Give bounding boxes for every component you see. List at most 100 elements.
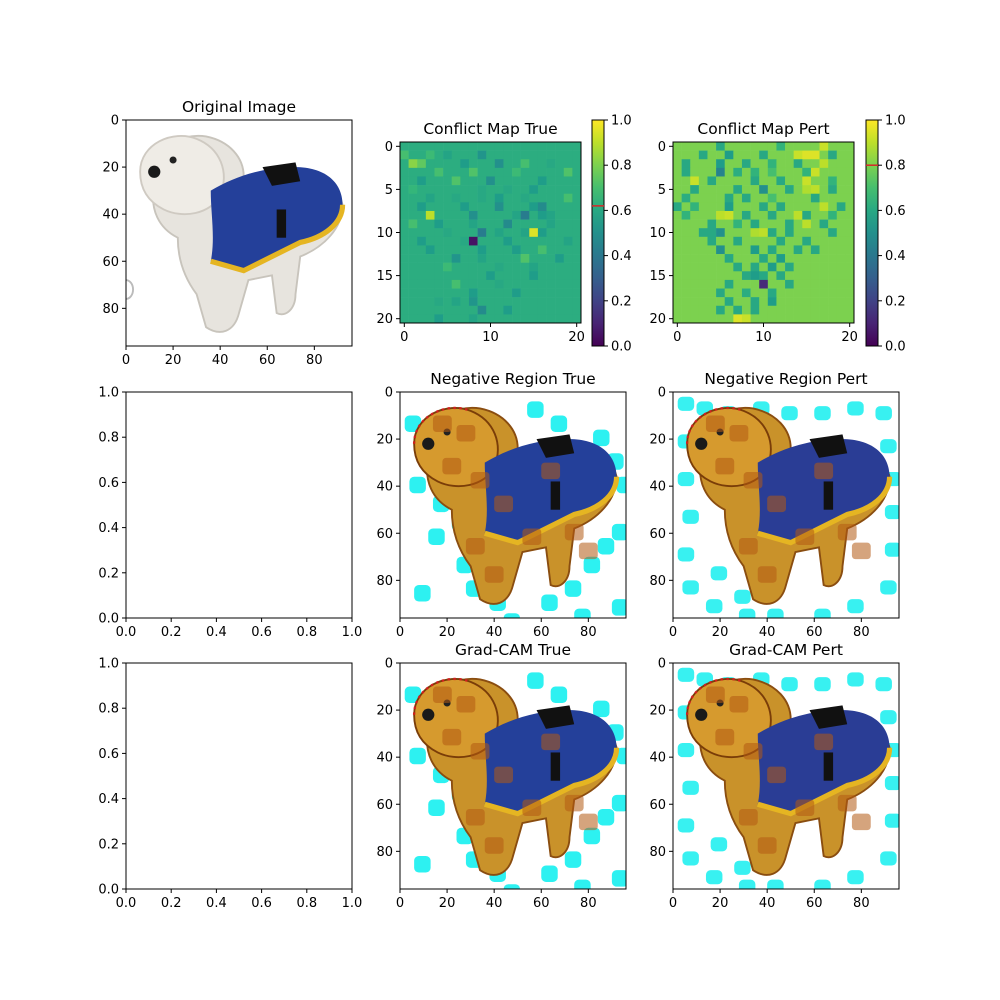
heatmap-cell	[673, 245, 682, 255]
heatmap-cell	[572, 185, 582, 195]
heatmap-cell	[733, 271, 743, 281]
heatmap-cell	[400, 159, 409, 169]
heatmap-cell	[546, 202, 556, 212]
heatmap-cell	[724, 262, 734, 272]
heatmap-cell	[460, 219, 470, 229]
y-tick-label: 20	[102, 161, 119, 176]
y-tick-label: 80	[649, 845, 666, 860]
heatmap-cell	[776, 219, 786, 229]
heatmap-cell	[724, 193, 734, 203]
heatmap-cell	[425, 288, 435, 298]
heatmap-cell	[512, 262, 521, 272]
heatmap-cell	[845, 305, 855, 315]
heatmap-cell	[425, 167, 435, 177]
dog-picture	[404, 672, 626, 889]
heatmap-cell	[690, 193, 700, 203]
heatmap-cell	[673, 219, 682, 229]
heatmap-cell	[690, 228, 700, 238]
heatmap-cell	[529, 228, 539, 238]
x-tick-label: 60	[806, 896, 823, 911]
heatmap-cell	[408, 219, 418, 229]
heatmap-cell	[681, 150, 691, 160]
x-tick-label: 20	[165, 353, 182, 368]
y-tick-label: 20	[376, 704, 393, 719]
heatmap-cell	[503, 142, 513, 151]
heatmap-cell	[724, 305, 734, 315]
heatmap-cell	[707, 271, 717, 281]
heatmap-cell	[546, 176, 556, 186]
heatmap-cell	[400, 305, 409, 315]
heatmap-cell	[785, 245, 794, 255]
heatmap-cell	[494, 159, 504, 169]
heatmap-cell	[572, 159, 582, 169]
heatmap-cell	[750, 254, 760, 263]
heatmap-cell	[759, 245, 769, 255]
heatmap-cell	[425, 245, 435, 255]
heatmap-cell	[690, 210, 700, 220]
heatmap-cell	[486, 314, 496, 324]
heatmap-cell	[733, 150, 743, 160]
heatmap-cell	[486, 202, 496, 212]
heatmap-cell	[408, 314, 418, 324]
heatmap-cell	[529, 262, 539, 272]
heatmap-cell	[716, 305, 726, 315]
heatmap-cell	[468, 150, 478, 160]
heatmap-cell	[546, 219, 556, 229]
panel-gradcam-pert: 0 20 40 60 80 0 20 40 60 80 Grad-CAM Pert	[649, 641, 900, 911]
heatmap-cell	[802, 228, 812, 238]
heatmap-cell	[785, 271, 794, 281]
heatmap-cell	[767, 262, 777, 272]
heatmap-cell	[537, 167, 547, 177]
heatmap-cell	[810, 236, 820, 246]
heatmap-cell	[494, 262, 504, 272]
heatmap-cell	[716, 176, 726, 186]
heatmap-cell	[733, 236, 743, 246]
heatmap-cell	[434, 150, 444, 160]
heatmap-cell	[520, 279, 530, 289]
y-tick-label: 40	[649, 751, 666, 766]
heatmap-cell	[733, 167, 743, 177]
heatmap-cell	[546, 167, 556, 177]
heatmap-cell	[690, 245, 700, 255]
x-tick-label: 0	[396, 625, 404, 640]
y-tick-label: 20	[376, 433, 393, 448]
y-tick-label: 0	[385, 657, 393, 672]
heatmap-cell	[503, 210, 513, 220]
heatmap-cell	[733, 314, 743, 324]
heatmap-cell	[828, 279, 838, 289]
heatmap-cell	[698, 271, 708, 281]
dog-picture	[126, 134, 346, 333]
heatmap-cell	[750, 288, 760, 298]
y-tick-label: 80	[102, 302, 119, 317]
heatmap-cell	[468, 245, 478, 255]
y-tick-label: 40	[376, 480, 393, 495]
heatmap-cell	[707, 305, 717, 315]
heatmap-cell	[690, 279, 700, 289]
heatmap-cell	[451, 254, 461, 263]
y-tick-label: 0.0	[98, 612, 119, 627]
heatmap-cell	[836, 254, 846, 263]
heatmap-cell	[785, 176, 794, 186]
heatmap-cell	[785, 254, 794, 263]
heatmap-cell	[690, 288, 700, 298]
heatmap-cell	[460, 159, 470, 169]
heatmap-cell	[750, 297, 760, 307]
heatmap-cell	[400, 219, 409, 229]
heatmap-cell	[546, 297, 556, 307]
heatmap-cell	[572, 167, 582, 177]
heatmap-cell	[673, 305, 682, 315]
heatmap-cell	[443, 297, 453, 307]
heatmap-cell	[828, 262, 838, 272]
heatmap-cell	[716, 159, 726, 169]
heatmap-cell	[698, 142, 708, 151]
heatmap-cell	[785, 159, 794, 169]
heatmap-cell	[793, 193, 803, 203]
x-tick-label: 10	[755, 330, 772, 345]
heatmap-cell	[417, 142, 427, 151]
axes-frame	[125, 391, 353, 619]
heatmap-cell	[673, 236, 682, 246]
heatmap-cell	[563, 262, 573, 272]
heatmap-cell	[681, 193, 691, 203]
y-tick-label: 80	[376, 574, 393, 589]
heatmap-cell	[477, 279, 487, 289]
